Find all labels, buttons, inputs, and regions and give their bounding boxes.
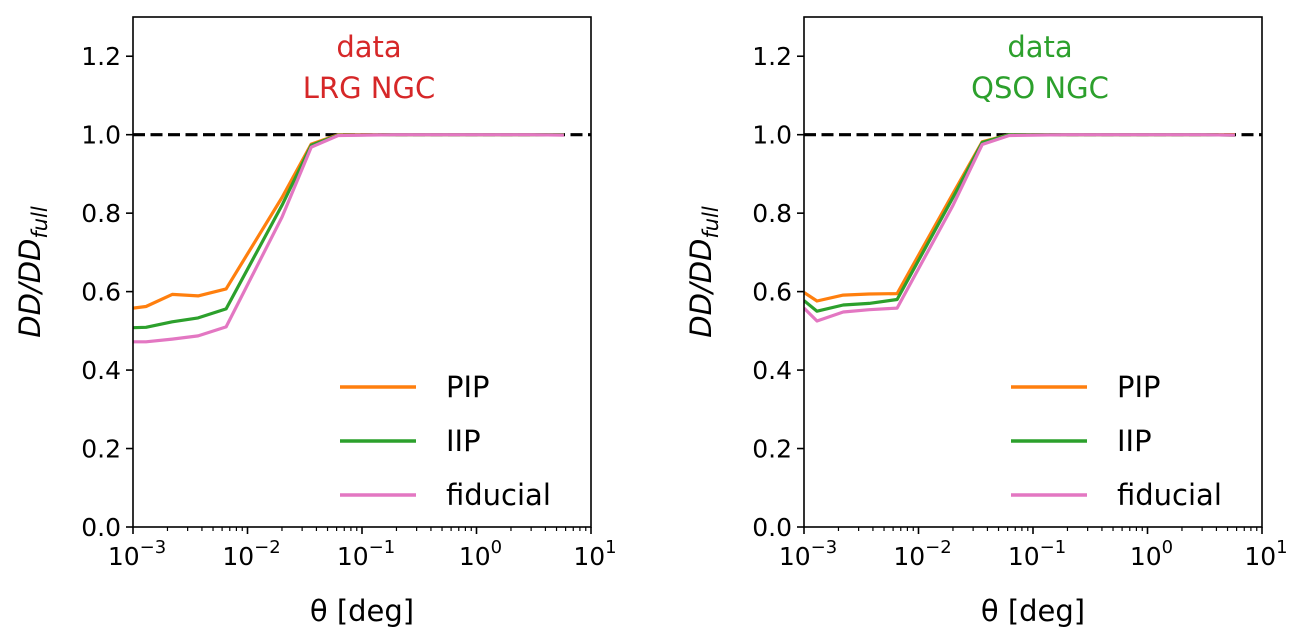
y-tick-label: 1.2 [81,42,121,71]
x-tick-label: 10−2 [222,537,280,571]
chart-panel-lrg: 0.00.20.40.60.81.01.210−3 10−2 10−1 100 101θ… [13,16,617,628]
annotation-title: data [336,30,401,64]
x-tick-base: 10 [573,542,605,571]
legend-label-iip: IIP [1117,424,1152,458]
y-tick-label: 1.0 [81,121,121,150]
y-axis-label: DD/DDfull [13,206,52,338]
x-tick-label: 101 [1244,537,1287,571]
legend-label-iip: IIP [446,424,481,458]
x-tick-base: 10 [459,542,491,571]
x-tick-base: 10 [779,542,811,571]
x-tick-label: 10−1 [337,537,395,571]
annotation-subtitle: QSO NGC [971,71,1109,105]
x-tick-exponent: 1 [1276,537,1287,558]
y-tick-label: 1.2 [752,42,792,71]
series-line-pip [804,133,1235,303]
legend-label-pip: PIP [1117,370,1161,404]
x-tick-exponent: −3 [811,537,838,558]
y-tick-label: 0.0 [752,513,792,542]
y-tick-label: 0.8 [752,199,792,228]
y-tick-label: 0.2 [81,435,121,464]
x-tick-base: 10 [1244,542,1276,571]
legend-label-fiducial: fiducial [446,478,551,512]
series-line-iip [804,133,1235,313]
x-tick-exponent: −2 [925,537,952,558]
y-tick-label: 0.8 [81,199,121,228]
y-axis-label-sub: full [28,206,52,239]
y-tick-label: 0.2 [752,435,792,464]
legend-label-pip: PIP [446,370,490,404]
y-tick-label: 0.4 [81,356,121,385]
series-line-fiducial [804,133,1235,323]
series-line-fiducial [133,133,564,344]
y-tick-label: 1.0 [752,121,792,150]
x-tick-exponent: 0 [491,537,502,558]
y-axis-label-main: DD/DD [13,239,47,338]
x-tick-exponent: 0 [1162,537,1173,558]
x-tick-label: 100 [459,537,502,571]
chart-panel-qso: 0.00.20.40.60.81.01.210−3 10−2 10−1 100 101θ… [684,16,1288,628]
x-tick-exponent: −1 [369,537,396,558]
x-axis-label: θ [deg] [310,594,414,628]
y-axis-label-main: DD/DD [684,239,718,338]
y-tick-label: 0.0 [81,513,121,542]
x-axis-label: θ [deg] [981,594,1085,628]
y-tick-label: 0.6 [81,278,121,307]
x-tick-exponent: −3 [140,537,167,558]
x-tick-exponent: −1 [1040,537,1067,558]
annotation-title: data [1007,30,1072,64]
x-tick-base: 10 [1008,542,1040,571]
y-tick-label: 0.4 [752,356,792,385]
series-line-pip [133,133,564,310]
y-axis-label-sub: full [699,206,723,239]
x-tick-base: 10 [222,542,254,571]
x-tick-label: 10−3 [108,537,166,571]
x-tick-label: 10−2 [893,537,951,571]
x-tick-exponent: −2 [254,537,281,558]
x-tick-base: 10 [337,542,369,571]
x-tick-label: 100 [1130,537,1173,571]
x-tick-base: 10 [108,542,140,571]
series-line-iip [133,133,564,330]
x-tick-label: 10−1 [1008,537,1066,571]
x-tick-exponent: 1 [605,537,616,558]
x-tick-label: 10−3 [779,537,837,571]
legend-label-fiducial: fiducial [1117,478,1222,512]
annotation-subtitle: LRG NGC [303,71,435,105]
x-tick-base: 10 [893,542,925,571]
y-axis-label: DD/DDfull [684,206,723,338]
x-tick-label: 101 [573,537,616,571]
x-tick-base: 10 [1130,542,1162,571]
y-tick-label: 0.6 [752,278,792,307]
